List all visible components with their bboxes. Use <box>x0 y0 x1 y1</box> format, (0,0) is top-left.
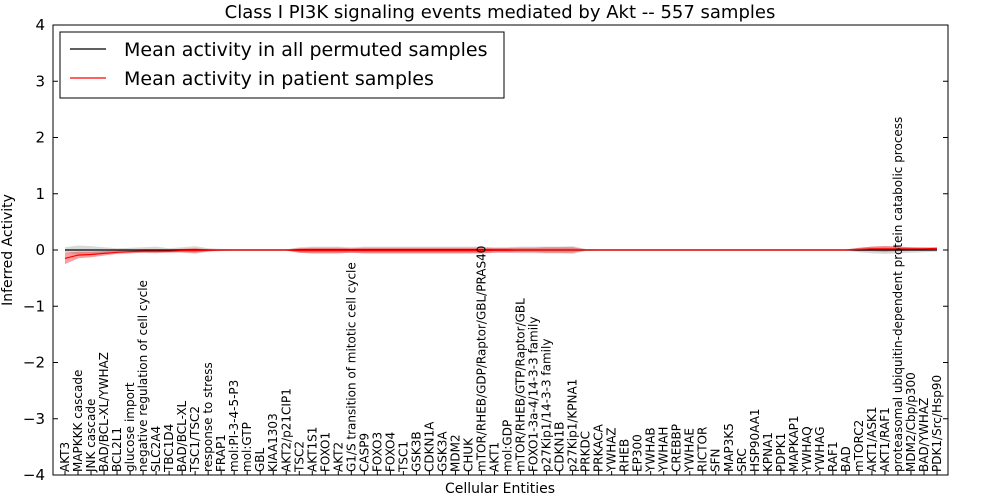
x-tick-label: AKT1 <box>488 442 502 472</box>
x-tick-label: mTOR/RHEB/GDP/Raptor/GBL/PRAS40 <box>475 246 489 472</box>
x-tick-label: response to stress <box>201 362 215 472</box>
y-tick-label: 4 <box>35 16 45 34</box>
x-tick-label: FOXO1 <box>318 432 332 472</box>
x-tick-label: BAD/BCL-XL/YWHAZ <box>97 352 111 472</box>
x-tick-label: MAPKAP1 <box>787 415 801 472</box>
legend-label-patient: Mean activity in patient samples <box>124 68 434 90</box>
x-tick-label: mTOR/RHEB/GTP/Raptor/GBL <box>514 298 528 472</box>
x-tick-label: mol:PI-3-4-5-P3 <box>227 380 241 472</box>
x-tick-label: mTORC2 <box>852 420 866 472</box>
x-tick-label: SLC2A4 <box>149 426 163 472</box>
legend-label-permuted: Mean activity in all permuted samples <box>124 39 487 61</box>
legend-box <box>59 31 505 99</box>
x-tick-label: TSC2 <box>292 441 306 473</box>
x-axis-label: Cellular Entities <box>445 481 555 497</box>
legend: Mean activity in all permuted samples Me… <box>59 31 505 99</box>
x-tick-label: GSK3B <box>409 431 423 472</box>
x-tick-label: RICTOR <box>696 427 710 472</box>
x-tick-label: KPNA1 <box>761 432 775 472</box>
x-tick-label: TBC1D4 <box>162 424 176 473</box>
x-tick-label: CASP9 <box>357 433 371 472</box>
x-tick-label: GBL <box>253 447 267 472</box>
x-tick-label: AKT3 <box>58 442 72 472</box>
x-tick-label: YWHAG <box>813 426 827 473</box>
x-tick-label: MAPKKK cascade <box>71 370 85 472</box>
x-tick-label: PDPK1 <box>774 433 788 472</box>
chart-title: Class I PI3K signaling events mediated b… <box>225 2 776 23</box>
y-tick-label: −3 <box>23 410 45 428</box>
series-lines <box>64 247 938 259</box>
x-tick-label: CREBBP <box>670 424 684 472</box>
x-tick-label: CDKN1A <box>422 421 436 472</box>
x-tick-label: MAP3K5 <box>722 423 736 472</box>
x-tick-label: glucose import <box>123 382 137 472</box>
y-tick-label: −1 <box>23 297 45 315</box>
x-tick-label: CHUK <box>462 437 476 472</box>
x-tick-label: JNK cascade <box>84 399 98 473</box>
x-tick-label: YWHAB <box>644 427 658 473</box>
x-tick-label: PRKACA <box>592 423 606 472</box>
x-tick-label: MDM2 <box>448 434 462 472</box>
x-tick-label: SRC <box>735 448 749 472</box>
y-tick-label: 2 <box>35 129 45 147</box>
x-tick-label: GSK3A <box>435 431 449 472</box>
x-tick-label: AKT1S1 <box>305 427 319 472</box>
series-line-patient <box>64 247 938 259</box>
y-tick-label: 1 <box>35 185 45 203</box>
x-tick-label: AKT1/RAF1 <box>878 407 892 472</box>
x-tick-label: SFN <box>709 449 723 473</box>
x-tick-label: CDKN1B <box>553 422 567 472</box>
x-tick-label: PDK1/Src/Hsp90 <box>930 375 944 472</box>
x-tick-label: mol:GDP <box>501 420 515 472</box>
x-tick-label: BAD <box>839 446 853 472</box>
x-tick-label: p27Kip1/KPNA1 <box>566 379 580 472</box>
x-tick-label: FOXO4 <box>383 432 397 472</box>
y-tick-label: 0 <box>35 241 45 259</box>
x-tick-label: YWHAQ <box>800 426 814 473</box>
x-tick-label: HSP90AA1 <box>748 408 762 472</box>
x-tick-label: KIAA1303 <box>266 413 280 472</box>
y-tick-label: −4 <box>23 466 45 484</box>
x-tick-label: RHEB <box>618 439 632 472</box>
y-axis-label: Inferred Activity <box>0 194 16 306</box>
x-tick-label: BAD/YWHAZ <box>917 398 931 472</box>
x-tick-label: G1/S transition of mitotic cell cycle <box>344 262 358 472</box>
x-tick-label: YWHAZ <box>605 427 619 473</box>
x-tick-label: TSC1 <box>396 441 410 473</box>
x-tick-label: YWHAH <box>657 427 671 473</box>
x-tick-label: RAF1 <box>826 441 840 472</box>
x-tick-label: p27Kip1/14-3-3 family <box>540 339 554 472</box>
x-axis-ticks: AKT3 MAPKKK cascade JNK cascade BAD/BCL-XL/… <box>58 117 944 475</box>
x-tick-label: AKT2/p21CIP1 <box>279 388 293 472</box>
x-tick-label: mol:GTP <box>240 422 254 472</box>
x-tick-label: AKT1/ASK1 <box>865 407 879 472</box>
x-tick-label: PRKDC <box>579 431 593 472</box>
x-tick-label: TSC1/TSC2 <box>188 406 202 473</box>
x-tick-label: FOXO1-3a-4/14-3-3 family <box>527 317 541 473</box>
x-tick-label: AKT2 <box>331 442 345 472</box>
x-tick-label: BAD/BCL-XL <box>175 400 189 472</box>
y-tick-label: −2 <box>23 354 45 372</box>
x-tick-label: proteasomal ubiquitin-dependent protein … <box>891 117 905 472</box>
x-tick-label: FRAP1 <box>214 434 228 472</box>
y-tick-label: 3 <box>35 72 45 90</box>
x-tick-label: BCL2L1 <box>110 427 124 472</box>
y-axis-ticks: −4 −3 −2 −1 0 1 2 3 4 <box>23 16 948 484</box>
x-tick-label: FOXO3 <box>370 432 384 472</box>
x-tick-label: negative regulation of cell cycle <box>136 280 150 472</box>
x-tick-label: EP300 <box>631 434 645 472</box>
x-tick-label: MDM2/Cbp/p300 <box>904 372 918 472</box>
x-tick-label: YWHAE <box>683 428 697 473</box>
